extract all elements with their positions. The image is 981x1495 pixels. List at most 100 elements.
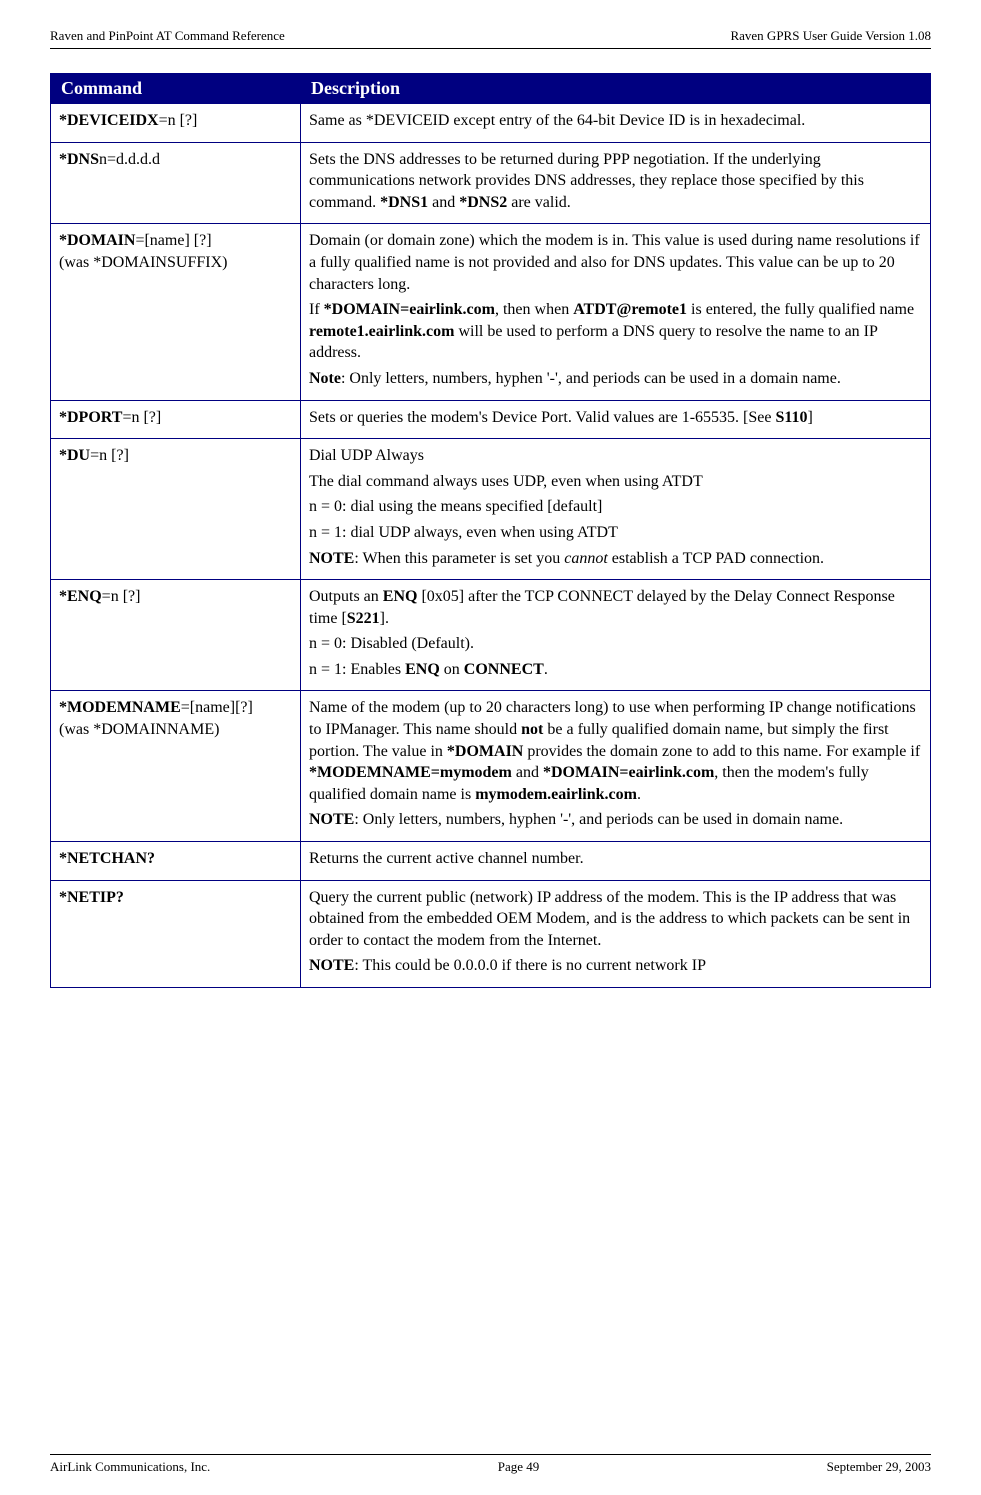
desc-text: NOTE: This could be 0.0.0.0 if there is … bbox=[309, 955, 922, 977]
cmd-alt: (was *DOMAINNAME) bbox=[59, 719, 292, 741]
cmd-cell: *DU=n [?] bbox=[51, 439, 301, 580]
desc-cell: Sets the DNS addresses to be returned du… bbox=[301, 142, 931, 224]
footer-left: AirLink Communications, Inc. bbox=[50, 1459, 210, 1475]
cmd-args: n=d.d.d.d bbox=[99, 151, 160, 168]
text: and bbox=[512, 764, 543, 781]
page: Raven and PinPoint AT Command Reference … bbox=[0, 0, 981, 1495]
desc-cell: Query the current public (network) IP ad… bbox=[301, 880, 931, 987]
cmd-cell: *MODEMNAME=[name][?] (was *DOMAINNAME) bbox=[51, 691, 301, 842]
desc-text: Sets or queries the modem's Device Port.… bbox=[309, 407, 922, 429]
cmd-args: =n [?] bbox=[90, 447, 129, 464]
header-left: Raven and PinPoint AT Command Reference bbox=[50, 28, 285, 44]
cmd-name: *DPORT bbox=[59, 409, 122, 426]
cmd-args: =n [?] bbox=[102, 588, 141, 605]
table-row: *MODEMNAME=[name][?] (was *DOMAINNAME) N… bbox=[51, 691, 931, 842]
cmd-args: =n [?] bbox=[159, 112, 198, 129]
table-row: *DEVICEIDX=n [?] Same as *DEVICEID excep… bbox=[51, 104, 931, 143]
text-bold: *DOMAIN=eairlink.com bbox=[543, 764, 714, 781]
text: Sets or queries the modem's Device Port.… bbox=[309, 409, 775, 426]
text-bold: *DNS2 bbox=[459, 194, 507, 211]
desc-text: n = 1: dial UDP always, even when using … bbox=[309, 522, 922, 544]
text: n = 1: Enables bbox=[309, 661, 405, 678]
desc-text: n = 0: Disabled (Default). bbox=[309, 633, 922, 655]
text-bold: NOTE bbox=[309, 550, 354, 567]
cmd-args: =[name][?] bbox=[181, 699, 253, 716]
desc-text: Outputs an ENQ [0x05] after the TCP CONN… bbox=[309, 586, 922, 629]
col-command: Command bbox=[51, 74, 301, 104]
text-bold: *MODEMNAME=mymodem bbox=[309, 764, 512, 781]
table-row: *NETIP? Query the current public (networ… bbox=[51, 880, 931, 987]
desc-text: NOTE: When this parameter is set you can… bbox=[309, 548, 922, 570]
desc-text: Name of the modem (up to 20 characters l… bbox=[309, 697, 922, 805]
text: : Only letters, numbers, hyphen '-', and… bbox=[341, 370, 841, 387]
table-row: *DNSn=d.d.d.d Sets the DNS addresses to … bbox=[51, 142, 931, 224]
cmd-name: *NETCHAN? bbox=[59, 850, 155, 867]
text: are valid. bbox=[507, 194, 571, 211]
text-bold: *DOMAIN=eairlink.com bbox=[324, 301, 495, 318]
text: : When this parameter is set you bbox=[354, 550, 564, 567]
text: . bbox=[544, 661, 548, 678]
col-description: Description bbox=[301, 74, 931, 104]
desc-text: Returns the current active channel numbe… bbox=[309, 848, 922, 870]
desc-text: If *DOMAIN=eairlink.com, then when ATDT@… bbox=[309, 299, 922, 364]
cmd-name: *NETIP? bbox=[59, 889, 124, 906]
desc-text: Same as *DEVICEID except entry of the 64… bbox=[309, 110, 922, 132]
desc-text: Query the current public (network) IP ad… bbox=[309, 887, 922, 952]
desc-text: Sets the DNS addresses to be returned du… bbox=[309, 149, 922, 214]
text-bold: *DNS1 bbox=[380, 194, 428, 211]
top-header: Raven and PinPoint AT Command Reference … bbox=[50, 28, 931, 49]
desc-text: NOTE: Only letters, numbers, hyphen '-',… bbox=[309, 809, 922, 831]
desc-cell: Same as *DEVICEID except entry of the 64… bbox=[301, 104, 931, 143]
cmd-name: *DNS bbox=[59, 151, 99, 168]
cmd-cell: *ENQ=n [?] bbox=[51, 580, 301, 691]
text-bold: mymodem.eairlink.com bbox=[475, 786, 637, 803]
text: . bbox=[637, 786, 641, 803]
desc-cell: Outputs an ENQ [0x05] after the TCP CONN… bbox=[301, 580, 931, 691]
desc-cell: Name of the modem (up to 20 characters l… bbox=[301, 691, 931, 842]
text: ]. bbox=[380, 610, 389, 627]
text-bold: Note bbox=[309, 370, 341, 387]
table-row: *NETCHAN? Returns the current active cha… bbox=[51, 842, 931, 881]
text-bold: ENQ bbox=[405, 661, 440, 678]
text-bold: not bbox=[521, 721, 543, 738]
cmd-cell: *DOMAIN=[name] [?] (was *DOMAINSUFFIX) bbox=[51, 224, 301, 400]
text-bold: NOTE bbox=[309, 811, 354, 828]
table-row: *DOMAIN=[name] [?] (was *DOMAINSUFFIX) D… bbox=[51, 224, 931, 400]
cmd-cell: *DEVICEIDX=n [?] bbox=[51, 104, 301, 143]
cmd-name: *ENQ bbox=[59, 588, 102, 605]
table-row: *DU=n [?] Dial UDP Always The dial comma… bbox=[51, 439, 931, 580]
page-footer: AirLink Communications, Inc. Page 49 Sep… bbox=[50, 1454, 931, 1475]
cmd-name: *MODEMNAME bbox=[59, 699, 181, 716]
text: : Only letters, numbers, hyphen '-', and… bbox=[354, 811, 843, 828]
cmd-cell: *DPORT=n [?] bbox=[51, 400, 301, 439]
desc-text: n = 1: Enables ENQ on CONNECT. bbox=[309, 659, 922, 681]
table-row: *DPORT=n [?] Sets or queries the modem's… bbox=[51, 400, 931, 439]
text-bold: S221 bbox=[347, 610, 380, 627]
header-right: Raven GPRS User Guide Version 1.08 bbox=[730, 28, 931, 44]
text: on bbox=[440, 661, 464, 678]
cmd-cell: *DNSn=d.d.d.d bbox=[51, 142, 301, 224]
text-bold: *DOMAIN bbox=[447, 743, 523, 760]
desc-cell: Dial UDP Always The dial command always … bbox=[301, 439, 931, 580]
desc-text: n = 0: dial using the means specified [d… bbox=[309, 496, 922, 518]
cmd-args: =[name] [?] bbox=[135, 232, 211, 249]
command-table: Command Description *DEVICEIDX=n [?] Sam… bbox=[50, 73, 931, 988]
text: Outputs an bbox=[309, 588, 383, 605]
footer-right: September 29, 2003 bbox=[827, 1459, 931, 1475]
desc-cell: Domain (or domain zone) which the modem … bbox=[301, 224, 931, 400]
desc-text: The dial command always uses UDP, even w… bbox=[309, 471, 922, 493]
text: is entered, the fully qualified name bbox=[687, 301, 914, 318]
cmd-name: *DEVICEIDX bbox=[59, 112, 159, 129]
text-italic: cannot bbox=[564, 550, 608, 567]
text: : This could be 0.0.0.0 if there is no c… bbox=[354, 957, 706, 974]
text: establish a TCP PAD connection. bbox=[608, 550, 824, 567]
text: If bbox=[309, 301, 324, 318]
desc-cell: Sets or queries the modem's Device Port.… bbox=[301, 400, 931, 439]
desc-cell: Returns the current active channel numbe… bbox=[301, 842, 931, 881]
text: provides the domain zone to add to this … bbox=[523, 743, 920, 760]
text: , then when bbox=[495, 301, 573, 318]
desc-text: Dial UDP Always bbox=[309, 445, 922, 467]
footer-center: Page 49 bbox=[498, 1459, 540, 1475]
cmd-cell: *NETIP? bbox=[51, 880, 301, 987]
cmd-cell: *NETCHAN? bbox=[51, 842, 301, 881]
